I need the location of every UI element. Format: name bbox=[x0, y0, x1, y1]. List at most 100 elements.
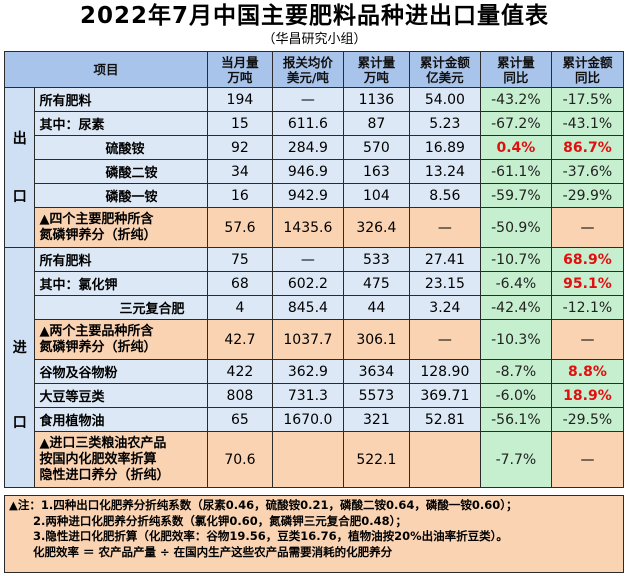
cell-cum-qty-yoy: -6.0% bbox=[479, 383, 552, 408]
row-label: 三元复合肥 bbox=[34, 295, 208, 320]
cell-cum-amt-yoy: -12.1% bbox=[550, 295, 625, 320]
cell-cum-amt-yoy: 86.7% bbox=[550, 135, 625, 160]
cell-cum-amt: 8.56 bbox=[408, 183, 481, 208]
cell-cum-amt: 27.41 bbox=[408, 247, 481, 272]
cell-cum-qty-yoy: -43.2% bbox=[479, 87, 552, 112]
row-label: 所有肥料 bbox=[34, 87, 208, 112]
cell-cum-qty: 570 bbox=[342, 135, 410, 160]
row-label: 所有肥料 bbox=[34, 247, 208, 272]
table-row: 其中：尿素 15 611.6 87 5.23 -67.2% -43.1% bbox=[5, 111, 625, 136]
cell-cum-amt-yoy: — bbox=[550, 207, 625, 248]
cell-cum-qty: 3634 bbox=[342, 359, 410, 384]
cell-avg-price: — bbox=[271, 87, 344, 112]
section-import-char2: 口 bbox=[12, 414, 27, 431]
cell-avg-price: 1037.7 bbox=[271, 319, 344, 360]
row-label-multiline: ▲进口三类粮油农产品 按国内化肥效率折算 隐性进口养分（折纯） bbox=[34, 431, 208, 488]
footnotes: ▲注：1.四种出口化肥养分折纯系数（尿素0.46，硫酸铵0.21，磷酸二铵0.6… bbox=[4, 495, 624, 573]
cell-cum-qty-yoy: -8.7% bbox=[479, 359, 552, 384]
cell-cum-qty-yoy: -10.7% bbox=[479, 247, 552, 272]
cell-cum-qty-yoy: -67.2% bbox=[479, 111, 552, 136]
cell-avg-price: 845.4 bbox=[271, 295, 344, 320]
row-label-multiline: ▲两个主要品种所含 氮磷钾养分（折纯） bbox=[34, 319, 208, 360]
cell-cum-qty-yoy: -6.4% bbox=[479, 271, 552, 296]
cell-cum-qty: 5573 bbox=[342, 383, 410, 408]
cell-cum-amt: 54.00 bbox=[408, 87, 481, 112]
table-row: 出口 所有肥料 194 — 1136 54.00 -43.2% -17.5% bbox=[3, 87, 625, 248]
cell-cum-amt-yoy: -29.9% bbox=[550, 183, 625, 208]
cell-avg-price: 611.6 bbox=[271, 111, 344, 136]
row-label: 其中：氯化钾 bbox=[34, 271, 208, 296]
table-row: 三元复合肥 4 845.4 44 3.24 -42.4% -12.1% bbox=[5, 295, 625, 320]
cell-cum-amt bbox=[408, 431, 481, 488]
cell-cum-amt-yoy: — bbox=[550, 319, 625, 360]
cell-cum-qty: 104 bbox=[342, 183, 410, 208]
cell-avg-price bbox=[271, 431, 344, 488]
cell-month-qty: 75 bbox=[206, 247, 273, 272]
table-row-summary: ▲四个主要肥种所含 氮磷钾养分（折纯） 57.6 1435.6 326.4 — -… bbox=[5, 207, 625, 248]
table-row: 磷酸二铵 34 946.9 163 13.24 -61.1% -37.6% bbox=[5, 159, 625, 184]
cell-cum-qty: 306.1 bbox=[342, 319, 410, 360]
row-label: 大豆等豆类 bbox=[34, 383, 208, 408]
cell-cum-amt: 3.24 bbox=[408, 295, 481, 320]
page-subtitle: （华昌研究小组） bbox=[262, 32, 367, 47]
cell-cum-amt-yoy: -43.1% bbox=[550, 111, 625, 136]
cell-cum-amt-yoy: 18.9% bbox=[550, 383, 625, 408]
row-label: 其中：尿素 bbox=[34, 111, 208, 136]
cell-avg-price: 946.9 bbox=[271, 159, 344, 184]
cell-cum-qty: 326.4 bbox=[342, 207, 410, 248]
cell-cum-amt-yoy: 95.1% bbox=[550, 271, 625, 296]
footnote-line: 3.隐性进口化肥折算（化肥效率：谷物19.56，豆类16.76，植物油按20%出… bbox=[33, 529, 508, 543]
cell-cum-amt: 23.15 bbox=[408, 271, 481, 296]
header-cum-qty-yoy: 累计量 同比 bbox=[479, 51, 552, 88]
cell-cum-qty: 533 bbox=[342, 247, 410, 272]
cell-cum-qty: 44 bbox=[342, 295, 410, 320]
footnote-line: 2.两种进口化肥养分折纯系数（氯化钾0.60，氮磷钾三元复合肥0.48）； bbox=[33, 513, 407, 528]
cell-cum-qty-yoy: -59.7% bbox=[479, 183, 552, 208]
cell-avg-price: 731.3 bbox=[271, 383, 344, 408]
cell-cum-amt-yoy: — bbox=[550, 431, 625, 488]
cell-cum-amt-yoy: -17.5% bbox=[550, 87, 625, 112]
cell-cum-qty: 1136 bbox=[342, 87, 410, 112]
cell-cum-amt: 52.81 bbox=[408, 407, 481, 432]
cell-avg-price: 362.9 bbox=[271, 359, 344, 384]
cell-avg-price: — bbox=[271, 247, 344, 272]
cell-avg-price: 602.2 bbox=[271, 271, 344, 296]
cell-avg-price: 942.9 bbox=[271, 183, 344, 208]
cell-cum-qty-yoy: -56.1% bbox=[479, 407, 552, 432]
row-label: 磷酸二铵 bbox=[34, 159, 208, 184]
cell-cum-amt: 13.24 bbox=[408, 159, 481, 184]
cell-cum-amt: — bbox=[408, 319, 481, 360]
cell-cum-amt: 5.23 bbox=[408, 111, 481, 136]
cell-cum-amt-yoy: 8.8% bbox=[550, 359, 625, 384]
cell-cum-amt-yoy: -29.5% bbox=[550, 407, 625, 432]
cell-month-qty: 194 bbox=[206, 87, 273, 112]
table-row: 进口 所有肥料 75 — 533 27.41 -10.7% 68.9% bbox=[3, 247, 625, 488]
cell-cum-qty-yoy: -10.3% bbox=[479, 319, 552, 360]
cell-cum-qty: 321 bbox=[342, 407, 410, 432]
header-month-qty: 当月量 万吨 bbox=[206, 51, 273, 88]
cell-month-qty: 34 bbox=[206, 159, 273, 184]
section-import-label: 进口 bbox=[3, 247, 36, 488]
table-row: 其中：氯化钾 68 602.2 475 23.15 -6.4% 95.1% bbox=[5, 271, 625, 296]
table-row: 谷物及谷物粉 422 362.9 3634 128.90 -8.7% 8.8% bbox=[5, 359, 625, 384]
table-row-summary: ▲两个主要品种所含 氮磷钾养分（折纯） 42.7 1037.7 306.1 — -… bbox=[5, 319, 625, 360]
cell-month-qty: 4 bbox=[206, 295, 273, 320]
cell-cum-amt-yoy: -37.6% bbox=[550, 159, 625, 184]
row-label: 食用植物油 bbox=[34, 407, 208, 432]
cell-cum-qty-yoy: -7.7% bbox=[479, 431, 552, 488]
cell-cum-qty-yoy: -50.9% bbox=[479, 207, 552, 248]
cell-cum-qty: 87 bbox=[342, 111, 410, 136]
footnote-line: 化肥效率 ＝ 农产品产量 ÷ 在国内生产这些农产品需要消耗的化肥养分 bbox=[33, 544, 393, 559]
cell-cum-qty: 475 bbox=[342, 271, 410, 296]
header-cum-amt-yoy: 累计金额 同比 bbox=[550, 51, 625, 88]
cell-month-qty: 808 bbox=[206, 383, 273, 408]
cell-cum-qty-yoy: -61.1% bbox=[479, 159, 552, 184]
table-row: 硫酸铵 92 284.9 570 16.89 0.4% 86.7% bbox=[5, 135, 625, 160]
header-cum-qty: 累计量 万吨 bbox=[342, 51, 410, 88]
row-label: 谷物及谷物粉 bbox=[34, 359, 208, 384]
table-row: 大豆等豆类 808 731.3 5573 369.71 -6.0% 18.9% bbox=[5, 383, 625, 408]
cell-cum-amt: 128.90 bbox=[408, 359, 481, 384]
cell-month-qty: 65 bbox=[206, 407, 273, 432]
header-cum-amt: 累计金额 亿美元 bbox=[408, 51, 481, 88]
